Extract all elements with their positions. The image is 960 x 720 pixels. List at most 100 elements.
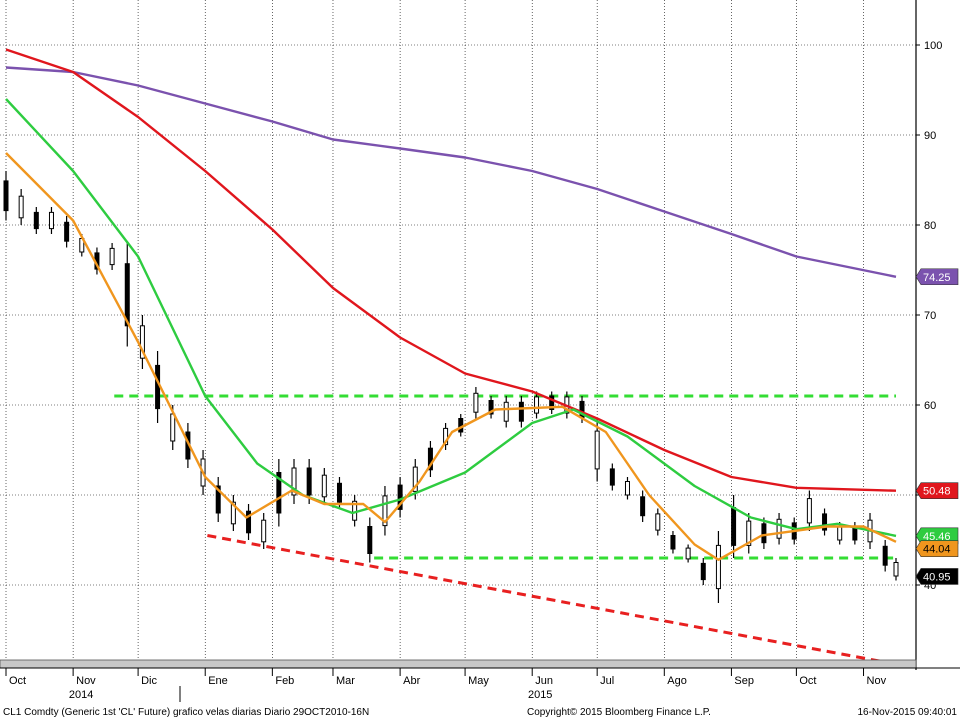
candle-body xyxy=(761,523,767,544)
y-tick-label: 80 xyxy=(924,220,936,232)
candle-body xyxy=(488,400,494,415)
candle xyxy=(443,423,449,450)
candle-body xyxy=(518,401,524,422)
series-line xyxy=(5,98,897,538)
candle xyxy=(397,477,403,518)
candle-body xyxy=(776,518,782,539)
candle xyxy=(473,387,479,419)
footer: CL1 Comdty (Generic 1st 'CL' Future) gra… xyxy=(3,707,957,718)
candle-body xyxy=(18,195,24,219)
candle-body xyxy=(473,392,479,413)
candle-body xyxy=(412,466,418,492)
candle-body xyxy=(715,544,721,590)
candle-body xyxy=(291,467,297,496)
candle xyxy=(893,558,899,581)
candle-body xyxy=(48,211,54,230)
candle xyxy=(48,207,54,234)
value-badge-label: 40.95 xyxy=(923,571,951,583)
series-line xyxy=(5,48,897,492)
candle-body xyxy=(382,495,388,527)
x-tick-label: Abr xyxy=(403,675,420,687)
value-badge-label: 74.25 xyxy=(923,272,951,284)
candle-body xyxy=(882,545,888,566)
candle xyxy=(215,477,221,522)
candle xyxy=(139,315,145,369)
candle-body xyxy=(609,468,615,486)
year-label: 2015 xyxy=(528,689,552,701)
candle-body xyxy=(276,472,282,514)
candle-body xyxy=(155,364,161,410)
candle xyxy=(700,558,706,585)
candle xyxy=(685,544,691,563)
candle-body xyxy=(503,401,509,422)
candle-body xyxy=(893,562,899,577)
candle xyxy=(655,508,661,536)
candle xyxy=(488,396,494,419)
x-tick-label: Jul xyxy=(600,675,614,687)
candle xyxy=(761,517,767,549)
candle-body xyxy=(549,395,555,410)
x-tick-label: Oct xyxy=(9,675,26,687)
candle-body xyxy=(731,507,737,546)
value-badge: 45.46 xyxy=(915,527,959,545)
x-tick-label: Mar xyxy=(336,675,355,687)
candle xyxy=(321,468,327,504)
candle-body xyxy=(367,526,373,554)
footer-center: Copyright© 2015 Bloomberg Finance L.P. xyxy=(527,707,711,718)
candle xyxy=(746,513,752,554)
grid-layer xyxy=(0,0,916,660)
candle-body xyxy=(230,501,236,525)
value-badge-box xyxy=(915,540,959,557)
value-badge-box xyxy=(915,482,959,499)
candle xyxy=(776,513,782,545)
candle xyxy=(291,459,297,504)
y-tick-label: 70 xyxy=(924,310,936,322)
footer-left: CL1 Comdty (Generic 1st 'CL' Future) gra… xyxy=(3,707,369,718)
candle-body xyxy=(397,484,403,510)
candle-body xyxy=(336,482,342,503)
candle xyxy=(640,490,646,522)
value-badge-box xyxy=(915,268,959,286)
value-badge-box xyxy=(915,568,959,585)
reference-line xyxy=(207,534,897,666)
footer-right: 16-Nov-2015 09:40:01 xyxy=(857,707,957,718)
candle xyxy=(609,463,615,491)
candle xyxy=(427,441,433,477)
candle-body xyxy=(33,211,39,230)
candle xyxy=(124,243,130,347)
x-tick-label: Jun xyxy=(535,675,553,687)
candle-body xyxy=(685,547,691,560)
x-tick-label: Sep xyxy=(734,675,754,687)
candle-body xyxy=(139,325,145,359)
candle xyxy=(503,396,509,428)
candle xyxy=(806,490,812,531)
candle xyxy=(624,477,630,500)
series-line xyxy=(5,152,897,561)
series-line xyxy=(5,66,897,278)
x-tick-label: Dic xyxy=(141,675,157,687)
x-tick-label: Ene xyxy=(208,675,228,687)
value-badge: 44.04 xyxy=(915,540,959,557)
reference-lines xyxy=(114,394,897,666)
candle xyxy=(549,391,555,414)
candle xyxy=(33,207,39,234)
candle-body xyxy=(215,485,221,514)
candle xyxy=(18,189,24,225)
candle-body xyxy=(806,498,812,524)
moving-averages xyxy=(5,48,897,561)
year-label: 2014 xyxy=(69,689,93,701)
value-badge-label: 44.04 xyxy=(923,544,951,556)
candle xyxy=(109,243,115,270)
candle-body xyxy=(458,418,464,433)
candle xyxy=(367,517,373,563)
y-tick-label: 100 xyxy=(924,40,942,52)
candle-body xyxy=(427,447,433,471)
x-tick-label: Ago xyxy=(667,675,687,687)
candles xyxy=(3,171,899,603)
candle xyxy=(534,391,540,419)
x-tick-label: Feb xyxy=(275,675,294,687)
candle xyxy=(230,495,236,531)
candle xyxy=(882,540,888,572)
